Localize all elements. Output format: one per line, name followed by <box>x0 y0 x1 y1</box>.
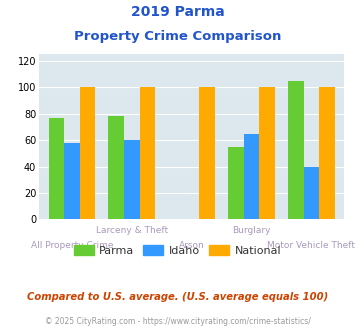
Bar <box>64 143 80 219</box>
Text: © 2025 CityRating.com - https://www.cityrating.com/crime-statistics/: © 2025 CityRating.com - https://www.city… <box>45 317 310 326</box>
Bar <box>109 116 124 219</box>
Bar <box>228 147 244 219</box>
Text: Arson: Arson <box>179 241 204 250</box>
Text: 2019 Parma: 2019 Parma <box>131 5 224 19</box>
Bar <box>80 87 95 219</box>
Text: Larceny & Theft: Larceny & Theft <box>96 226 168 235</box>
Bar <box>304 167 319 219</box>
Bar <box>288 81 304 219</box>
Text: Motor Vehicle Theft: Motor Vehicle Theft <box>267 241 355 250</box>
Bar <box>124 140 140 219</box>
Bar <box>200 87 215 219</box>
Legend: Parma, Idaho, National: Parma, Idaho, National <box>69 240 286 260</box>
Text: Compared to U.S. average. (U.S. average equals 100): Compared to U.S. average. (U.S. average … <box>27 292 328 302</box>
Bar <box>140 87 155 219</box>
Bar <box>244 134 260 219</box>
Bar <box>49 118 64 219</box>
Bar <box>260 87 275 219</box>
Text: Burglary: Burglary <box>232 226 271 235</box>
Text: All Property Crime: All Property Crime <box>31 241 113 250</box>
Text: Property Crime Comparison: Property Crime Comparison <box>74 30 281 43</box>
Bar <box>319 87 335 219</box>
